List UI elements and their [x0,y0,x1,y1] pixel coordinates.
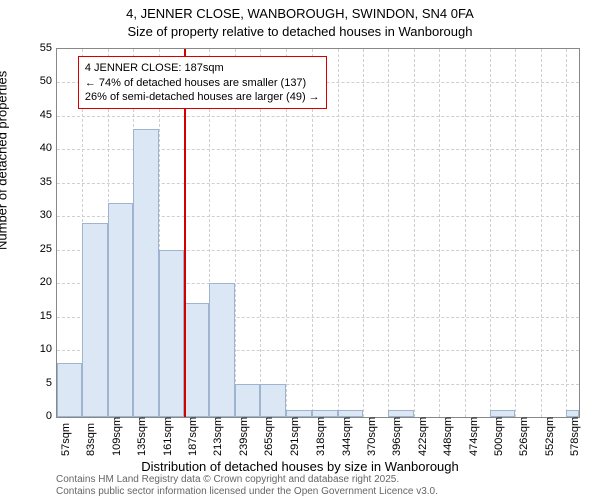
gridline-v [363,49,364,417]
xtick-label: 396sqm [391,417,403,456]
ytick-label: 15 [28,310,52,322]
xtick-label: 370sqm [366,417,378,456]
xtick-label: 187sqm [187,417,199,456]
xtick-label: 239sqm [238,417,250,456]
attribution-line-1: Contains HM Land Registry data © Crown c… [56,474,438,486]
gridline-v [439,49,440,417]
annotation-line-1: 4 JENNER CLOSE: 187sqm [85,61,320,75]
ytick-label: 0 [28,410,52,422]
annotation-line-3: 26% of semi-detached houses are larger (… [85,90,320,104]
histogram-bar [159,250,184,417]
ytick-label: 25 [28,243,52,255]
x-axis-label: Distribution of detached houses by size … [0,459,600,474]
y-axis-label: Number of detached properties [0,71,10,250]
gridline-v [541,49,542,417]
plot-area: 4 JENNER CLOSE: 187sqm ← 74% of detached… [56,48,580,418]
histogram-bar [82,223,107,417]
ytick-label: 55 [28,42,52,54]
gridline-v [338,49,339,417]
xtick-label: 500sqm [493,417,505,456]
annotation-line-2: ← 74% of detached houses are smaller (13… [85,76,320,90]
xtick-label: 265sqm [263,417,275,456]
ytick-label: 30 [28,209,52,221]
xtick-label: 552sqm [544,417,556,456]
xtick-label: 578sqm [569,417,581,456]
histogram-bar [235,384,260,417]
ytick-label: 20 [28,276,52,288]
xtick-label: 526sqm [518,417,530,456]
gridline-v [465,49,466,417]
xtick-label: 474sqm [468,417,480,456]
gridline-v [490,49,491,417]
histogram-bar [133,129,158,417]
xtick-label: 57sqm [60,423,72,456]
xtick-label: 344sqm [341,417,353,456]
histogram-bar [57,363,82,417]
xtick-label: 109sqm [111,417,123,456]
gridline-v [515,49,516,417]
attribution-line-2: Contains public sector information licen… [56,486,438,498]
chart-title-main: 4, JENNER CLOSE, WANBOROUGH, SWINDON, SN… [0,6,600,21]
ytick-label: 40 [28,142,52,154]
histogram-bar [108,203,133,417]
ytick-label: 35 [28,176,52,188]
ytick-label: 5 [28,377,52,389]
xtick-label: 83sqm [85,423,97,456]
xtick-label: 291sqm [289,417,301,456]
histogram-bar [184,303,209,417]
histogram-bar [209,283,234,417]
gridline-v [566,49,567,417]
attribution-text: Contains HM Land Registry data © Crown c… [56,474,438,498]
xtick-label: 135sqm [136,417,148,456]
xtick-label: 161sqm [162,417,174,456]
xtick-label: 213sqm [212,417,224,456]
xtick-label: 448sqm [442,417,454,456]
ytick-label: 45 [28,109,52,121]
gridline-h [57,116,579,117]
xtick-label: 318sqm [315,417,327,456]
marker-annotation-box: 4 JENNER CLOSE: 187sqm ← 74% of detached… [78,56,327,109]
chart-title-sub: Size of property relative to detached ho… [0,24,600,39]
gridline-v [388,49,389,417]
ytick-label: 10 [28,343,52,355]
xtick-label: 422sqm [417,417,429,456]
ytick-label: 50 [28,75,52,87]
gridline-v [414,49,415,417]
histogram-bar [260,384,285,417]
